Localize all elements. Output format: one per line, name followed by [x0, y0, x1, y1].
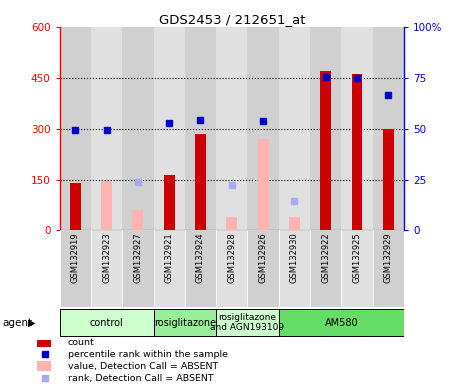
Text: value, Detection Call = ABSENT: value, Detection Call = ABSENT — [67, 362, 218, 371]
Text: GSM132924: GSM132924 — [196, 233, 205, 283]
Text: rank, Detection Call = ABSENT: rank, Detection Call = ABSENT — [67, 374, 213, 383]
Bar — [247, 230, 279, 307]
Text: AM580: AM580 — [325, 318, 358, 328]
Bar — [154, 230, 185, 307]
Bar — [195, 134, 206, 230]
Text: GSM132925: GSM132925 — [353, 233, 362, 283]
Text: percentile rank within the sample: percentile rank within the sample — [67, 350, 228, 359]
Bar — [226, 217, 237, 230]
Bar — [352, 74, 363, 230]
Text: GSM132923: GSM132923 — [102, 233, 111, 283]
Bar — [373, 27, 404, 230]
Text: count: count — [67, 338, 95, 347]
Bar — [279, 27, 310, 230]
Bar — [154, 27, 185, 230]
Bar — [216, 230, 247, 307]
Bar — [383, 129, 394, 230]
Text: control: control — [90, 318, 123, 328]
Bar — [247, 27, 279, 230]
Text: GSM132922: GSM132922 — [321, 233, 330, 283]
Text: GSM132929: GSM132929 — [384, 233, 393, 283]
Bar — [164, 175, 175, 230]
Text: rosiglitazone
and AGN193109: rosiglitazone and AGN193109 — [210, 313, 285, 332]
Bar — [154, 309, 216, 336]
Bar — [37, 337, 51, 347]
Bar — [60, 309, 154, 336]
Bar — [91, 230, 122, 307]
Text: GSM132928: GSM132928 — [227, 233, 236, 283]
Text: agent: agent — [2, 318, 33, 328]
Text: rosiglitazone: rosiglitazone — [154, 318, 216, 328]
Bar — [216, 309, 279, 336]
Bar — [279, 309, 404, 336]
Bar — [101, 181, 112, 230]
Bar — [60, 27, 91, 230]
Bar — [341, 27, 373, 230]
Bar — [37, 361, 51, 371]
Text: GSM132926: GSM132926 — [258, 233, 268, 283]
Bar — [60, 230, 91, 307]
Title: GDS2453 / 212651_at: GDS2453 / 212651_at — [158, 13, 305, 26]
Text: GSM132927: GSM132927 — [134, 233, 142, 283]
Text: GSM132919: GSM132919 — [71, 233, 80, 283]
Bar — [122, 230, 154, 307]
Bar — [310, 230, 341, 307]
Bar — [185, 27, 216, 230]
Bar — [91, 27, 122, 230]
Bar — [341, 230, 373, 307]
Bar — [320, 71, 331, 230]
Text: GSM132930: GSM132930 — [290, 233, 299, 283]
Bar — [279, 230, 310, 307]
Bar — [133, 210, 143, 230]
Bar — [373, 230, 404, 307]
Bar — [289, 217, 300, 230]
Bar — [70, 183, 81, 230]
Text: GSM132921: GSM132921 — [165, 233, 174, 283]
Bar — [185, 230, 216, 307]
Text: ▶: ▶ — [28, 318, 36, 328]
Bar — [216, 27, 247, 230]
Bar — [310, 27, 341, 230]
Bar — [122, 27, 154, 230]
Bar — [257, 139, 269, 230]
